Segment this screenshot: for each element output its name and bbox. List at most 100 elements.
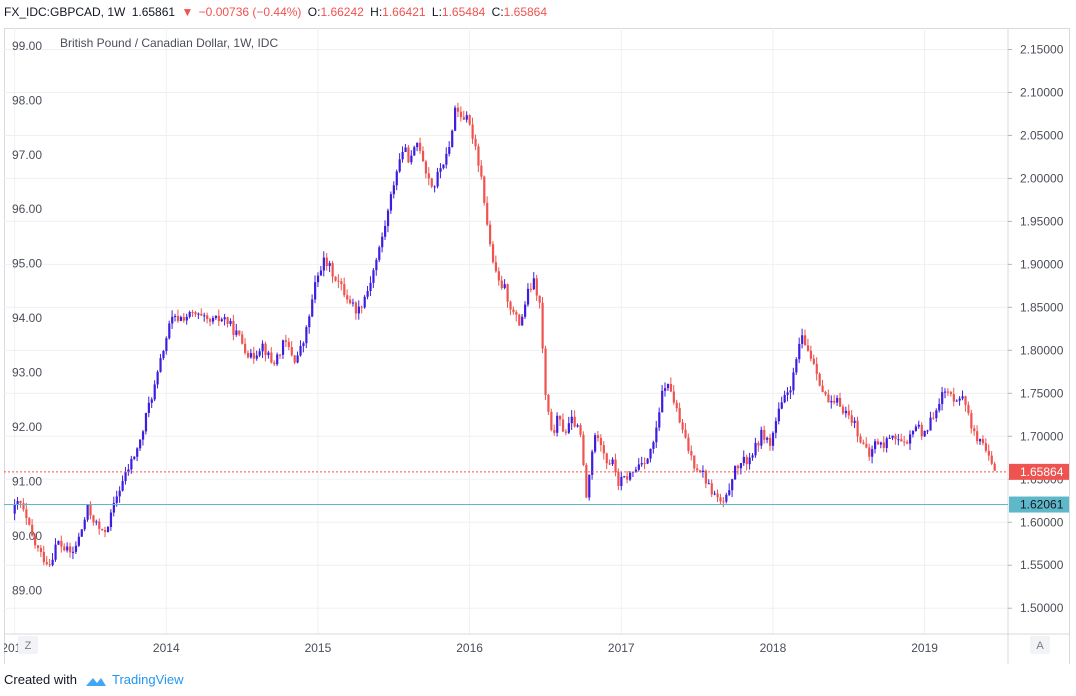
candle-body [442,164,445,169]
candle-body [500,280,503,289]
candle-body [238,330,241,335]
x-tick-label: 2016 [456,641,483,655]
candle-body [360,306,363,308]
candle-body [812,358,815,364]
candle-body [920,424,923,437]
chart-title: British Pound / Canadian Dollar, 1W, IDC [60,36,278,50]
candle-body [786,392,789,395]
corner-controls[interactable]: Z A [18,636,1050,654]
left-tick-label: 97.00 [12,148,42,162]
candle-body [366,291,369,297]
candle-body [448,147,451,154]
candle-body [316,275,320,283]
candle-body [906,441,909,444]
candle-body [77,536,80,546]
candle-body [629,472,632,480]
candle-body [39,547,43,552]
candle-body [672,391,675,403]
candle-body [579,425,582,435]
left-tick-label: 89.00 [12,584,42,598]
candle-body [57,540,60,545]
candle-body [346,295,349,300]
candle-body [681,422,684,430]
candle-body [538,295,541,303]
candle-body [862,442,865,444]
candle-body [617,472,620,487]
right-tick-label: 1.75000 [1020,386,1064,400]
candle-body [938,403,941,411]
candle-body [760,429,763,446]
candle-body [745,456,748,465]
candle-body [976,431,979,442]
candle-body [252,353,255,359]
candle-body [725,494,728,502]
symbol-name[interactable]: FX_IDC:GBPCAD, 1W [4,5,126,19]
timezone-button[interactable] [18,636,38,654]
candle-body [25,509,28,519]
candle-body [302,343,305,347]
candle-body [602,445,605,454]
candle-body [859,436,862,443]
candle-body [833,400,836,403]
candle-body [325,257,328,267]
close-value: 1.65864 [503,5,548,19]
candle-body [147,402,150,413]
last-price-badge-label: 1.65864 [1020,465,1064,479]
candle-body [801,335,804,344]
candle-body [474,138,477,147]
candle-body [573,416,576,427]
candle-body [124,471,127,482]
auto-scale-button-label: A [1036,640,1044,652]
candle-body [637,464,640,470]
candle-body [381,236,384,248]
candle-body [395,171,398,186]
candle-body [404,147,407,152]
candle-body [144,412,148,432]
candle-body [874,441,877,450]
right-tick-label: 1.55000 [1020,558,1064,572]
candle-body [80,529,83,537]
candle-body [736,465,740,469]
candle-body [165,338,168,352]
right-tick-label: 1.95000 [1020,214,1064,228]
right-tick-label: 1.60000 [1020,515,1064,529]
candle-body [305,327,308,344]
candle-body [427,173,430,179]
auto-scale-button[interactable] [1030,636,1050,654]
x-tick-label: 2018 [760,641,787,655]
candle-body [850,415,853,423]
candle-body [879,442,883,445]
candle-body [293,355,296,363]
candle-body [226,317,229,324]
left-tick-label: 96.00 [12,202,42,216]
candle-body [693,455,696,469]
right-axis-ticks[interactable]: 2.15000 2.10000 2.05000 2.00000 1.95000 1.900… [1008,42,1064,615]
last-price: 1.65861 [131,5,176,19]
candle-body [949,392,953,395]
candle-body [707,483,710,485]
candle-body [421,150,425,162]
candle-body [699,470,702,472]
price-chart[interactable]: British Pound / Canadian Dollar, 1W, IDC… [4,28,1070,664]
candle-body [894,435,897,440]
candle-body [841,406,845,414]
candle-body [331,263,334,277]
candle-body [19,500,22,504]
candle-body [958,398,961,401]
candle-body [28,518,31,525]
candle-body [774,421,778,433]
tradingview-brand[interactable]: TradingView [112,672,184,687]
candle-body [249,353,253,358]
candle-body [876,441,880,445]
chart-frame [4,28,1070,664]
right-tick-label: 2.15000 [1020,42,1064,56]
candle-body [591,451,594,475]
candle-body [150,399,153,403]
reference-badge [1009,496,1069,513]
candle-body [675,402,678,409]
candle-body [529,288,533,290]
candle-body [314,282,317,300]
time-axis-ticks[interactable]: 2013201420152016201720182019 [4,641,938,655]
candle-body [494,262,498,272]
candle-body [433,186,436,188]
